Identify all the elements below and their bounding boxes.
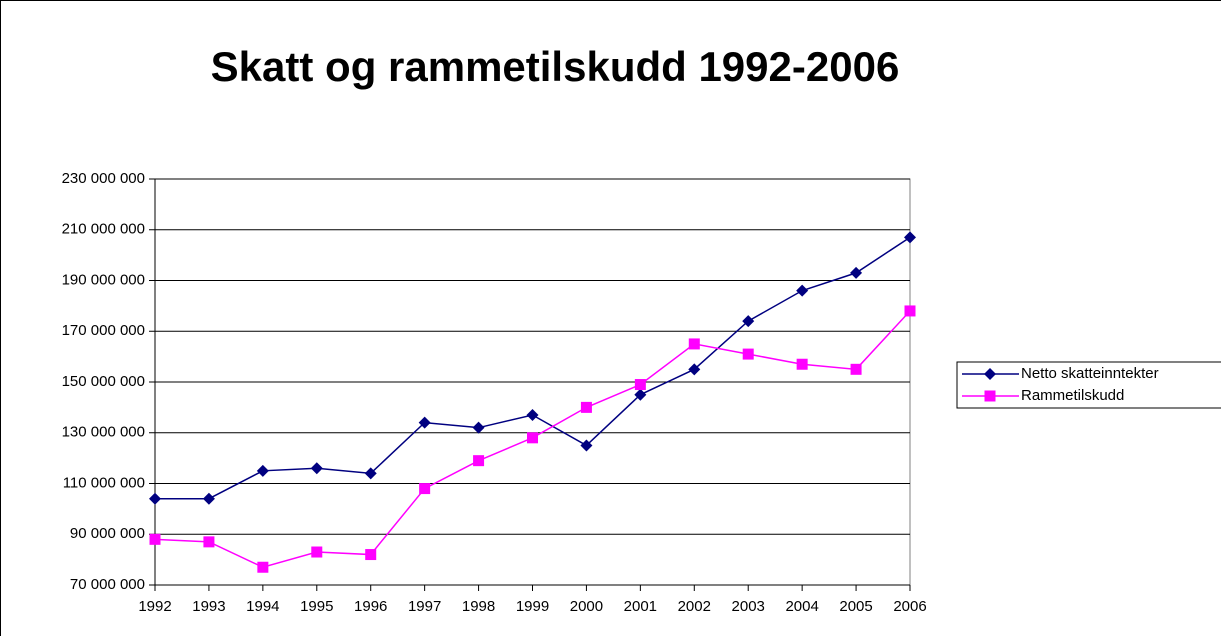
marker xyxy=(418,416,431,429)
y-tick-label: 90 000 000 xyxy=(70,525,145,542)
marker xyxy=(419,483,431,495)
y-tick-label: 190 000 000 xyxy=(62,271,145,288)
marker xyxy=(796,284,809,297)
x-tick-label: 2005 xyxy=(839,598,872,615)
marker xyxy=(526,408,539,421)
x-tick-label: 2006 xyxy=(893,598,926,615)
marker xyxy=(742,348,754,360)
marker xyxy=(634,379,646,391)
y-tick-label: 70 000 000 xyxy=(70,576,145,593)
marker xyxy=(310,462,323,475)
marker xyxy=(634,388,647,401)
x-tick-label: 2003 xyxy=(732,598,765,615)
marker xyxy=(527,432,538,444)
chart-title: Skatt og rammetilskudd 1992-2006 xyxy=(211,43,900,90)
marker xyxy=(149,492,161,505)
legend-label: Netto skatteinntekter xyxy=(1021,365,1159,382)
marker xyxy=(688,338,700,350)
legend-label: Rammetilskudd xyxy=(1021,387,1124,404)
y-tick-label: 110 000 000 xyxy=(63,474,145,491)
marker xyxy=(580,401,592,413)
legend-box xyxy=(956,361,1221,409)
marker xyxy=(742,315,755,328)
marker xyxy=(472,421,485,434)
y-tick-label: 210 000 000 xyxy=(62,221,145,238)
x-tick-label: 2002 xyxy=(678,598,711,615)
x-tick-label: 1994 xyxy=(246,598,279,615)
legend-marker xyxy=(984,368,996,380)
x-tick-label: 1997 xyxy=(408,598,441,615)
x-tick-label: 1995 xyxy=(300,598,333,615)
marker xyxy=(904,305,916,317)
marker xyxy=(850,266,863,279)
marker xyxy=(364,467,377,480)
x-tick-label: 1998 xyxy=(462,598,495,615)
marker xyxy=(473,455,485,467)
marker xyxy=(850,363,862,375)
y-tick-label: 130 000 000 xyxy=(62,424,145,441)
y-tick-label: 170 000 000 xyxy=(62,322,145,339)
marker xyxy=(202,492,215,505)
marker xyxy=(149,533,161,545)
marker xyxy=(257,561,269,573)
y-tick-label: 150 000 000 xyxy=(62,373,145,390)
marker xyxy=(904,231,916,244)
marker xyxy=(311,546,323,558)
x-tick-label: 2001 xyxy=(624,598,657,615)
legend-marker xyxy=(984,390,996,402)
marker xyxy=(688,363,701,376)
marker xyxy=(203,536,215,548)
marker xyxy=(796,358,808,370)
x-tick-label: 1999 xyxy=(516,598,549,615)
x-tick-label: 2004 xyxy=(785,598,818,615)
y-tick-label: 230 000 000 xyxy=(62,170,145,187)
x-tick-label: 1996 xyxy=(354,598,387,615)
x-tick-label: 2000 xyxy=(570,598,603,615)
marker xyxy=(365,549,377,561)
x-tick-label: 1993 xyxy=(192,598,225,615)
marker xyxy=(256,464,269,477)
x-tick-label: 1992 xyxy=(138,598,171,615)
marker xyxy=(580,439,593,452)
